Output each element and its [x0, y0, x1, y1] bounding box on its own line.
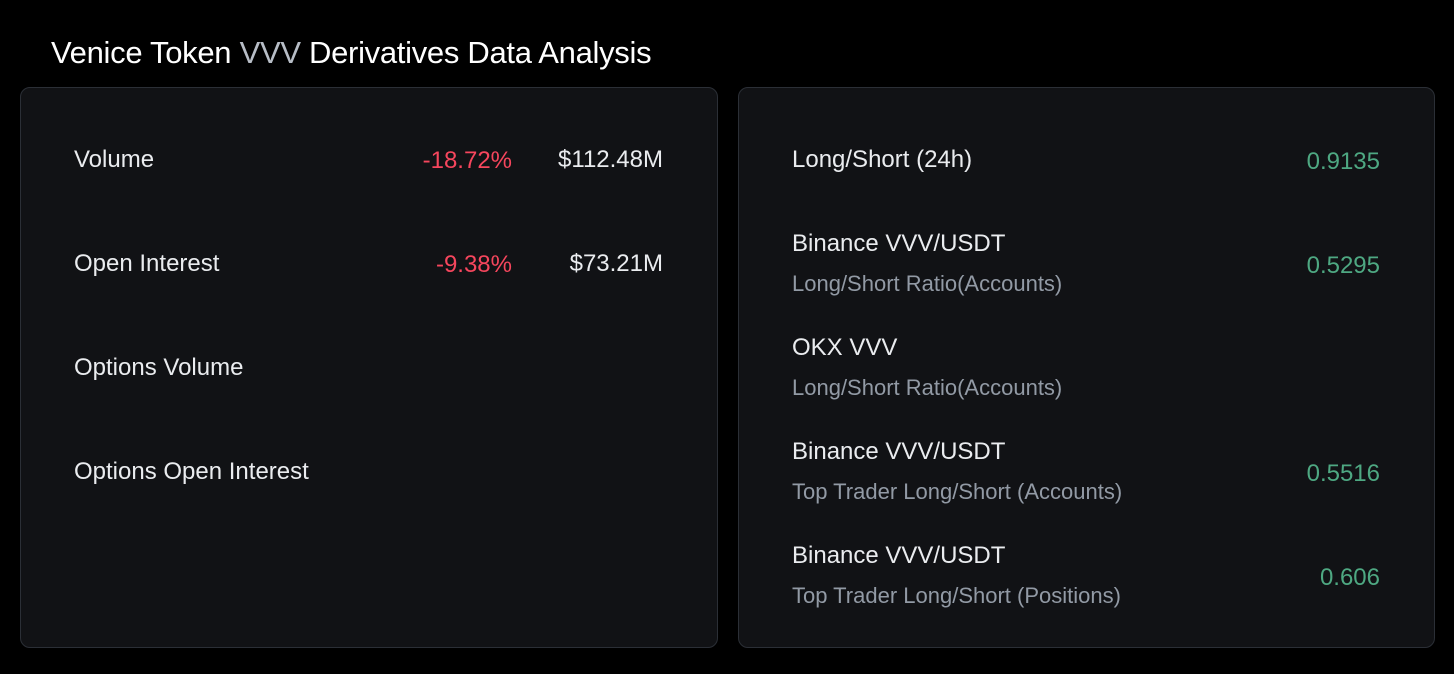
long-short-ratios-card: Long/Short (24h) 0.9135 Binance VVV/USDT…: [738, 87, 1435, 648]
stat-change: -9.38%: [435, 251, 512, 278]
ratio-label: Binance VVV/USDT: [792, 542, 1006, 569]
stat-row-options-volume: Options Volume: [21, 316, 717, 420]
ratio-row-binance-accounts: Binance VVV/USDT Long/Short Ratio(Accoun…: [739, 212, 1434, 316]
title-prefix: Venice Token: [51, 34, 240, 70]
stat-label: Options Volume: [74, 354, 244, 381]
title-suffix: Derivatives Data Analysis: [300, 34, 652, 70]
ratio-sublabel: Long/Short Ratio(Accounts): [792, 271, 1063, 296]
ratio-value: 0.5516: [1306, 460, 1380, 487]
ratio-label: Long/Short (24h): [792, 146, 973, 173]
ratio-value: 0.5295: [1306, 252, 1380, 279]
ratio-value: 0.606: [1319, 564, 1380, 591]
stat-label: Volume: [74, 146, 155, 173]
ratio-sublabel: Top Trader Long/Short (Accounts): [792, 479, 1123, 504]
stat-amount: $73.21M: [569, 250, 663, 277]
stat-amount: $112.48M: [558, 146, 663, 173]
ratio-label: Binance VVV/USDT: [792, 438, 1006, 465]
stat-change: -18.72%: [422, 147, 512, 174]
ratio-row-long-short-24h: Long/Short (24h) 0.9135: [739, 108, 1434, 212]
ratio-sublabel: Top Trader Long/Short (Positions): [792, 583, 1121, 608]
ratio-row-binance-top-trader-accounts: Binance VVV/USDT Top Trader Long/Short (…: [739, 420, 1434, 524]
ratio-label: Binance VVV/USDT: [792, 230, 1006, 257]
stat-label: Options Open Interest: [74, 458, 309, 485]
ratio-row-okx-accounts: OKX VVV Long/Short Ratio(Accounts): [739, 316, 1434, 420]
ratio-value: 0.9135: [1306, 148, 1380, 175]
ratio-row-binance-top-trader-positions: Binance VVV/USDT Top Trader Long/Short (…: [739, 524, 1434, 628]
ratio-label: OKX VVV: [792, 334, 898, 361]
page-title: Venice Token VVV Derivatives Data Analys…: [51, 34, 652, 71]
stat-label: Open Interest: [74, 250, 220, 277]
title-token-symbol: VVV: [239, 34, 301, 70]
market-stats-card: Volume -18.72% $112.48M Open Interest -9…: [20, 87, 718, 648]
stat-row-volume: Volume -18.72% $112.48M: [21, 108, 717, 212]
ratio-sublabel: Long/Short Ratio(Accounts): [792, 375, 1063, 400]
stat-row-options-open-interest: Options Open Interest: [21, 420, 717, 524]
stat-row-open-interest: Open Interest -9.38% $73.21M: [21, 212, 717, 316]
